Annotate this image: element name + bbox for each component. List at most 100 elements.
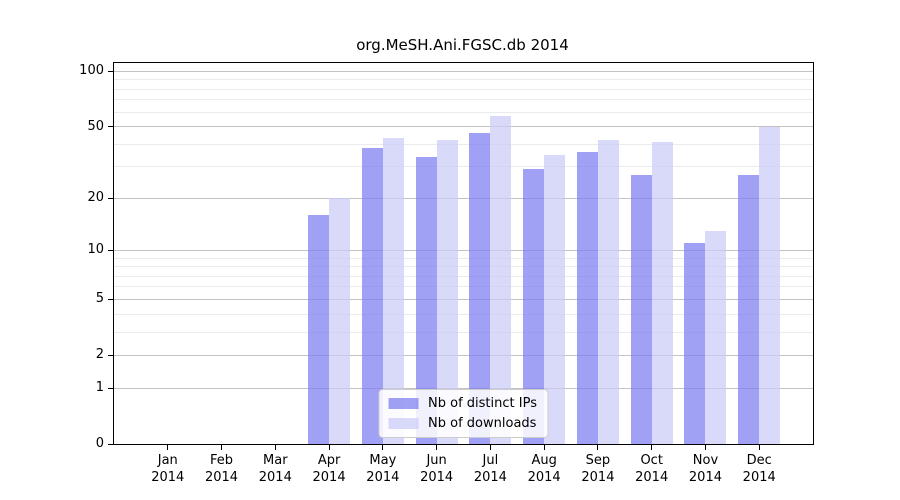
- year-label: 2014: [581, 470, 615, 485]
- major-gridline-1: [114, 387, 813, 389]
- bar-downloads-apr: [329, 198, 351, 444]
- bar-downloads-nov: [705, 230, 727, 444]
- x-tick-label-sep: Sep 2014: [568, 452, 628, 486]
- year-label: 2014: [151, 470, 185, 485]
- legend-swatch-downloads: [388, 418, 419, 429]
- y-tick-50: [108, 126, 113, 128]
- year-label: 2014: [742, 470, 776, 485]
- y-tick-label-100: 100: [79, 63, 104, 79]
- bar-downloads-oct: [651, 142, 673, 444]
- year-label: 2014: [204, 470, 239, 485]
- year-label: 2014: [635, 470, 669, 485]
- month-label: Aug: [531, 453, 557, 468]
- month-label: Feb: [210, 453, 234, 468]
- y-tick-10: [108, 249, 113, 251]
- minor-gridline-9: [114, 257, 813, 259]
- bar-downloads-jun: [436, 140, 458, 444]
- bar-distinct-ips-aug: [523, 169, 545, 444]
- x-tick-apr: [328, 445, 330, 450]
- x-tick-label-dec: Dec 2014: [729, 452, 789, 486]
- y-tick-0: [108, 443, 113, 445]
- minor-gridline-90: [114, 79, 813, 81]
- bar-distinct-ips-dec: [738, 174, 760, 444]
- y-tick-100: [108, 70, 113, 72]
- year-label: 2014: [366, 470, 400, 485]
- minor-gridline-7: [114, 275, 813, 277]
- y-tick-1: [108, 387, 113, 389]
- month-label: May: [369, 453, 397, 468]
- year-label: 2014: [688, 470, 722, 485]
- bar-downloads-may: [382, 138, 404, 444]
- major-gridline-20: [114, 197, 813, 199]
- y-tick-label-10: 10: [87, 242, 104, 258]
- x-tick-jul: [489, 445, 491, 450]
- x-tick-feb: [221, 445, 223, 450]
- major-gridline-10: [114, 249, 813, 251]
- bar-downloads-aug: [544, 154, 566, 444]
- x-tick-label-apr: Apr 2014: [299, 452, 359, 486]
- major-gridline-2: [114, 354, 813, 356]
- x-tick-nov: [704, 445, 706, 450]
- bar-distinct-ips-apr: [308, 215, 330, 444]
- x-tick-sep: [597, 445, 599, 450]
- year-label: 2014: [473, 470, 507, 485]
- minor-gridline-40: [114, 143, 813, 145]
- y-tick-20: [108, 197, 113, 199]
- x-tick-may: [382, 445, 384, 450]
- bar-downloads-sep: [597, 140, 619, 444]
- bar-downloads-jul: [490, 116, 512, 444]
- bar-distinct-ips-sep: [576, 152, 598, 444]
- month-label: Jan: [157, 453, 178, 468]
- month-label: Nov: [692, 453, 719, 468]
- x-tick-label-aug: Aug 2014: [514, 452, 574, 486]
- bar-downloads-dec: [759, 126, 781, 444]
- y-tick-label-20: 20: [87, 190, 104, 206]
- x-tick-label-jun: Jun 2014: [407, 452, 467, 486]
- y-tick-5: [108, 298, 113, 300]
- major-gridline-50: [114, 126, 813, 128]
- x-tick-label-oct: Oct 2014: [622, 452, 682, 486]
- legend-label-downloads: Nb of downloads: [428, 416, 537, 431]
- major-gridline-100: [114, 70, 813, 72]
- plot-area: Nb of distinct IPs Nb of downloads 0 1 2 5 1…: [79, 62, 814, 485]
- month-label: Apr: [317, 453, 341, 468]
- legend-label-distinct-ips: Nb of distinct IPs: [428, 396, 537, 411]
- chart-title: org.MeSH.Ani.FGSC.db 2014: [356, 36, 569, 54]
- x-tick-oct: [651, 445, 653, 450]
- x-tick-label-jul: Jul 2014: [460, 452, 520, 486]
- x-tick-label-may: May 2014: [353, 452, 413, 486]
- legend-entry-distinct-ips: Nb of distinct IPs: [388, 396, 537, 411]
- y-tick-label-0: 0: [95, 436, 104, 451]
- minor-gridline-70: [114, 99, 813, 101]
- x-tick-label-nov: Nov 2014: [675, 452, 735, 486]
- month-label: Mar: [263, 453, 288, 468]
- minor-gridline-3: [114, 331, 813, 333]
- month-label: Sep: [585, 453, 611, 468]
- minor-gridline-30: [114, 166, 813, 168]
- x-tick-label-jan: Jan 2014: [138, 452, 198, 486]
- legend: Nb of distinct IPs Nb of downloads: [378, 389, 549, 438]
- x-tick-dec: [758, 445, 760, 450]
- bar-distinct-ips-oct: [630, 174, 652, 444]
- bar-distinct-ips-jul: [469, 133, 491, 444]
- legend-swatch-distinct-ips: [388, 398, 419, 409]
- y-tick-label-1: 1: [95, 380, 104, 396]
- x-tick-aug: [543, 445, 545, 450]
- legend-entry-downloads: Nb of downloads: [388, 416, 537, 431]
- month-label: Jun: [426, 453, 447, 468]
- y-tick-label-2: 2: [95, 347, 104, 363]
- year-label: 2014: [312, 470, 346, 485]
- y-tick-2: [108, 354, 113, 356]
- year-label: 2014: [420, 470, 454, 485]
- month-label: Oct: [640, 453, 663, 468]
- minor-gridline-6: [114, 286, 813, 288]
- x-tick-jun: [436, 445, 438, 450]
- x-tick-label-mar: Mar 2014: [245, 452, 305, 486]
- minor-gridline-60: [114, 111, 813, 113]
- minor-gridline-8: [114, 266, 813, 268]
- bar-distinct-ips-nov: [684, 243, 706, 444]
- bar-distinct-ips-jun: [415, 156, 437, 444]
- minor-gridline-4: [114, 313, 813, 315]
- y-tick-label-50: 50: [87, 118, 104, 134]
